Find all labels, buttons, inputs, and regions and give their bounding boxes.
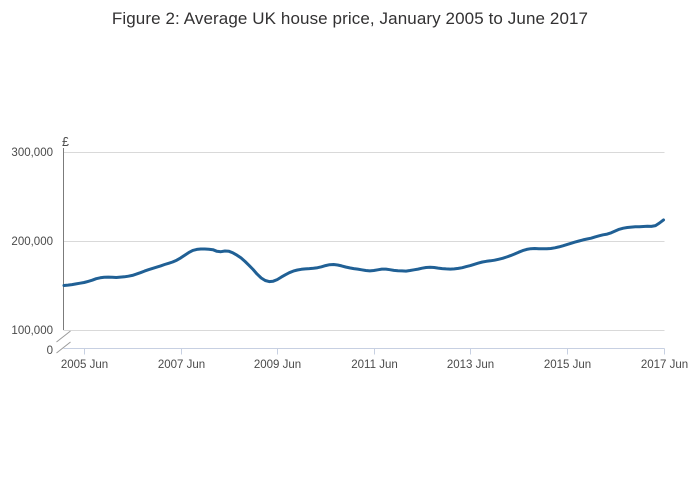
x-tick-label: 2017 Jun	[641, 359, 688, 371]
y-axis-unit-label: £	[62, 135, 69, 149]
x-tick-label: 2011 Jun	[351, 359, 397, 371]
x-tick-label: 2015 Jun	[544, 359, 591, 371]
axis-break-mark	[56, 330, 71, 343]
x-tick-label: 2013 Jun	[447, 359, 494, 371]
price-series-line	[62, 218, 665, 287]
y-tick-label: 200,000	[11, 236, 53, 248]
x-tick-label: 2007 Jun	[158, 359, 205, 371]
x-tick-label: 2005 Jun	[61, 359, 108, 371]
axis-break-mark	[56, 341, 71, 354]
x-tick-label: 2009 Jun	[254, 359, 301, 371]
y-tick-label: 300,000	[11, 147, 53, 159]
y-tick-label: 0	[47, 345, 53, 357]
chart-title: Figure 2: Average UK house price, Januar…	[111, 9, 589, 28]
y-tick-label: 100,000	[11, 325, 53, 337]
